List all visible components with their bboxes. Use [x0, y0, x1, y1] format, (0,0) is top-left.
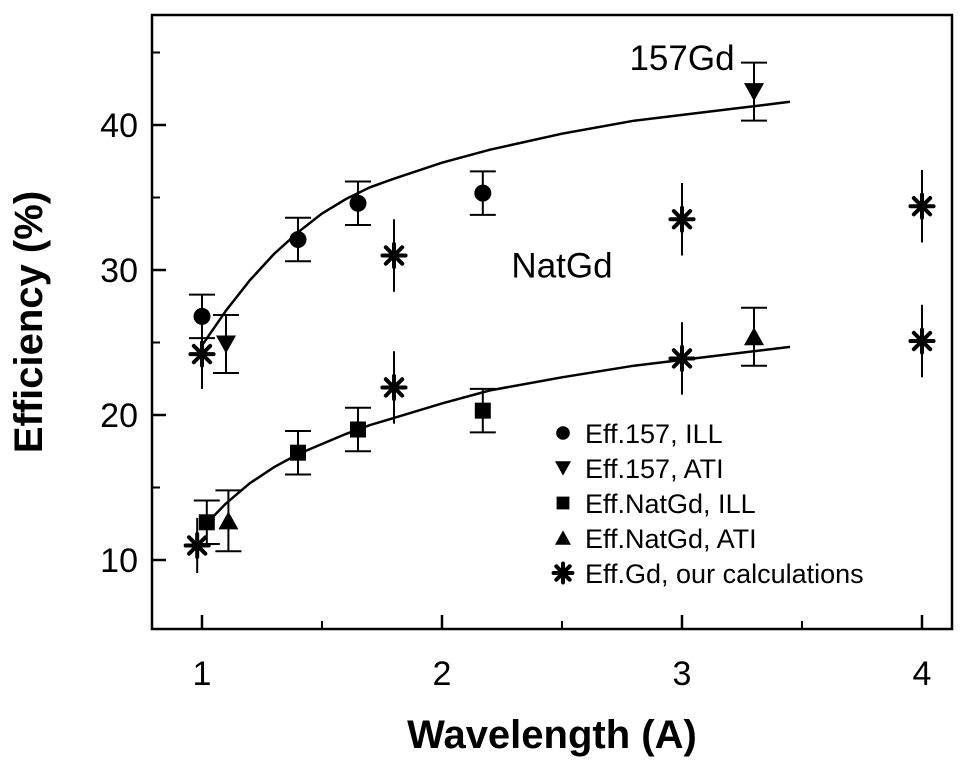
point-square	[290, 444, 306, 461]
fit-curves	[200, 100, 791, 529]
legend-label-2: Eff.NatGd, ILL	[585, 489, 756, 519]
legend-label-1: Eff.157, ATI	[585, 454, 724, 484]
x-tick-label-2: 2	[433, 655, 452, 693]
y-tick-label-30: 30	[100, 252, 138, 290]
data-points	[183, 61, 936, 574]
y-tick-label-40: 40	[100, 107, 138, 145]
legend-label-4: Eff.Gd, our calculations	[585, 559, 864, 589]
legend: Eff.157, ILL Eff.157, ATI Eff.NatGd, ILL Ef…	[551, 419, 864, 589]
fit-curve-157gd	[200, 100, 791, 347]
point-asterisk	[183, 531, 211, 560]
annotation-1: NatGd	[511, 246, 612, 285]
point-asterisk	[668, 205, 696, 233]
y-axis-ticks: 10 20 30 40	[100, 51, 166, 580]
point-square	[350, 421, 366, 438]
y-axis-title: Efficiency (%)	[7, 191, 51, 453]
point-circle	[193, 307, 211, 325]
legend-marker-2	[556, 496, 570, 510]
point-triangle-down	[216, 335, 236, 354]
legend-marker-3	[555, 530, 571, 545]
series-1	[213, 61, 767, 374]
point-triangle-down	[744, 83, 764, 102]
point-asterisk	[908, 192, 936, 220]
point-asterisk	[380, 241, 408, 270]
series-4	[183, 169, 936, 574]
legend-marker-4	[551, 561, 575, 585]
annotation-0: 157Gd	[629, 39, 734, 78]
fit-curve-natgd	[201, 345, 791, 529]
point-circle	[474, 184, 492, 202]
point-square	[474, 402, 491, 419]
legend-marker-0	[556, 426, 570, 440]
series-3	[215, 306, 767, 553]
point-asterisk	[188, 340, 216, 368]
x-axis-ticks: 1 2 3 4	[193, 615, 932, 693]
plot-frame	[150, 13, 954, 631]
x-tick-label-1: 1	[193, 655, 212, 693]
point-square	[198, 514, 215, 531]
legend-label-3: Eff.NatGd, ATI	[585, 524, 757, 554]
point-circle	[349, 194, 367, 212]
series-0	[189, 170, 496, 340]
point-asterisk	[908, 327, 936, 355]
legend-marker-1	[555, 461, 571, 476]
point-triangle-up	[218, 511, 239, 530]
y-tick-label-20: 20	[100, 397, 138, 435]
x-tick-label-3: 3	[673, 655, 692, 693]
point-asterisk	[380, 373, 408, 401]
point-circle	[289, 231, 307, 249]
y-tick-label-10: 10	[100, 542, 138, 580]
legend-label-0: Eff.157, ILL	[585, 419, 723, 449]
series-2	[193, 387, 496, 546]
x-tick-label-4: 4	[913, 655, 932, 693]
annotations: 157Gd NatGd	[511, 39, 734, 285]
x-axis-title: Wavelength (A)	[407, 713, 697, 757]
point-triangle-up	[744, 327, 764, 346]
point-asterisk	[668, 344, 696, 372]
